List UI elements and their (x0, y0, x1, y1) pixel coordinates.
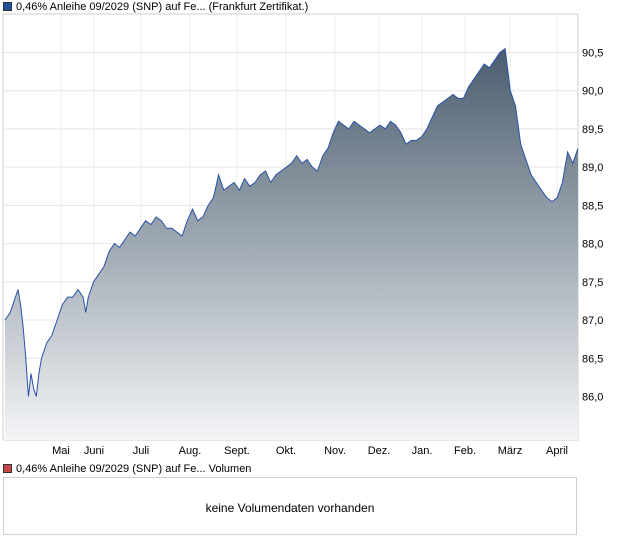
y-tick-label: 87,0 (582, 315, 603, 327)
price-legend-label: 0,46% Anleihe 09/2029 (SNP) auf Fe... (F… (16, 1, 309, 13)
volume-legend-swatch (3, 463, 12, 473)
x-tick-label: Okt. (276, 445, 296, 457)
y-tick-label: 90,0 (582, 86, 603, 98)
price-legend-swatch (3, 1, 12, 11)
price-legend: 0,46% Anleihe 09/2029 (SNP) auf Fe... (F… (3, 1, 308, 13)
y-tick-label: 87,5 (582, 277, 603, 289)
y-tick-label: 89,0 (582, 162, 603, 174)
y-tick-label: 86,0 (582, 392, 603, 404)
x-axis: Mai Juni Juli Aug. Sept. Okt. Nov. Dez. Jan. Feb.… (52, 445, 568, 457)
volume-legend: 0,46% Anleihe 09/2029 (SNP) auf Fe... Vo… (3, 463, 251, 475)
price-chart: 86,0 86,5 87,0 87,5 88,0 88,5 89,0 89,5 90,0 90,5… (2, 13, 603, 457)
y-tick-label: 88,5 (582, 200, 603, 212)
x-tick-label: Juni (84, 445, 104, 457)
no-volume-message: keine Volumendaten vorhanden (205, 501, 375, 515)
y-tick-label: 90,5 (582, 48, 603, 60)
x-tick-label: Mai (52, 445, 70, 457)
volume-panel: keine Volumendaten vorhanden (3, 477, 577, 535)
price-line (4, 47, 578, 397)
x-tick-label: März (498, 445, 522, 457)
x-tick-label: Nov. (324, 445, 346, 457)
x-tick-label: Feb. (454, 445, 476, 457)
y-tick-label: 89,5 (582, 124, 603, 136)
x-tick-label: April (546, 445, 568, 457)
x-tick-label: Juli (133, 445, 150, 457)
volume-legend-label: 0,46% Anleihe 09/2029 (SNP) auf Fe... Vo… (16, 463, 252, 475)
y-axis: 86,0 86,5 87,0 87,5 88,0 88,5 89,0 89,5 90,0 90,5 (582, 48, 603, 404)
y-tick-label: 88,0 (582, 239, 603, 251)
x-tick-label: Sept. (224, 445, 250, 457)
x-tick-label: Aug. (179, 445, 202, 457)
x-tick-label: Jan. (412, 445, 433, 457)
price-area (5, 48, 578, 440)
y-tick-label: 86,5 (582, 353, 603, 365)
x-tick-label: Dez. (368, 445, 391, 457)
